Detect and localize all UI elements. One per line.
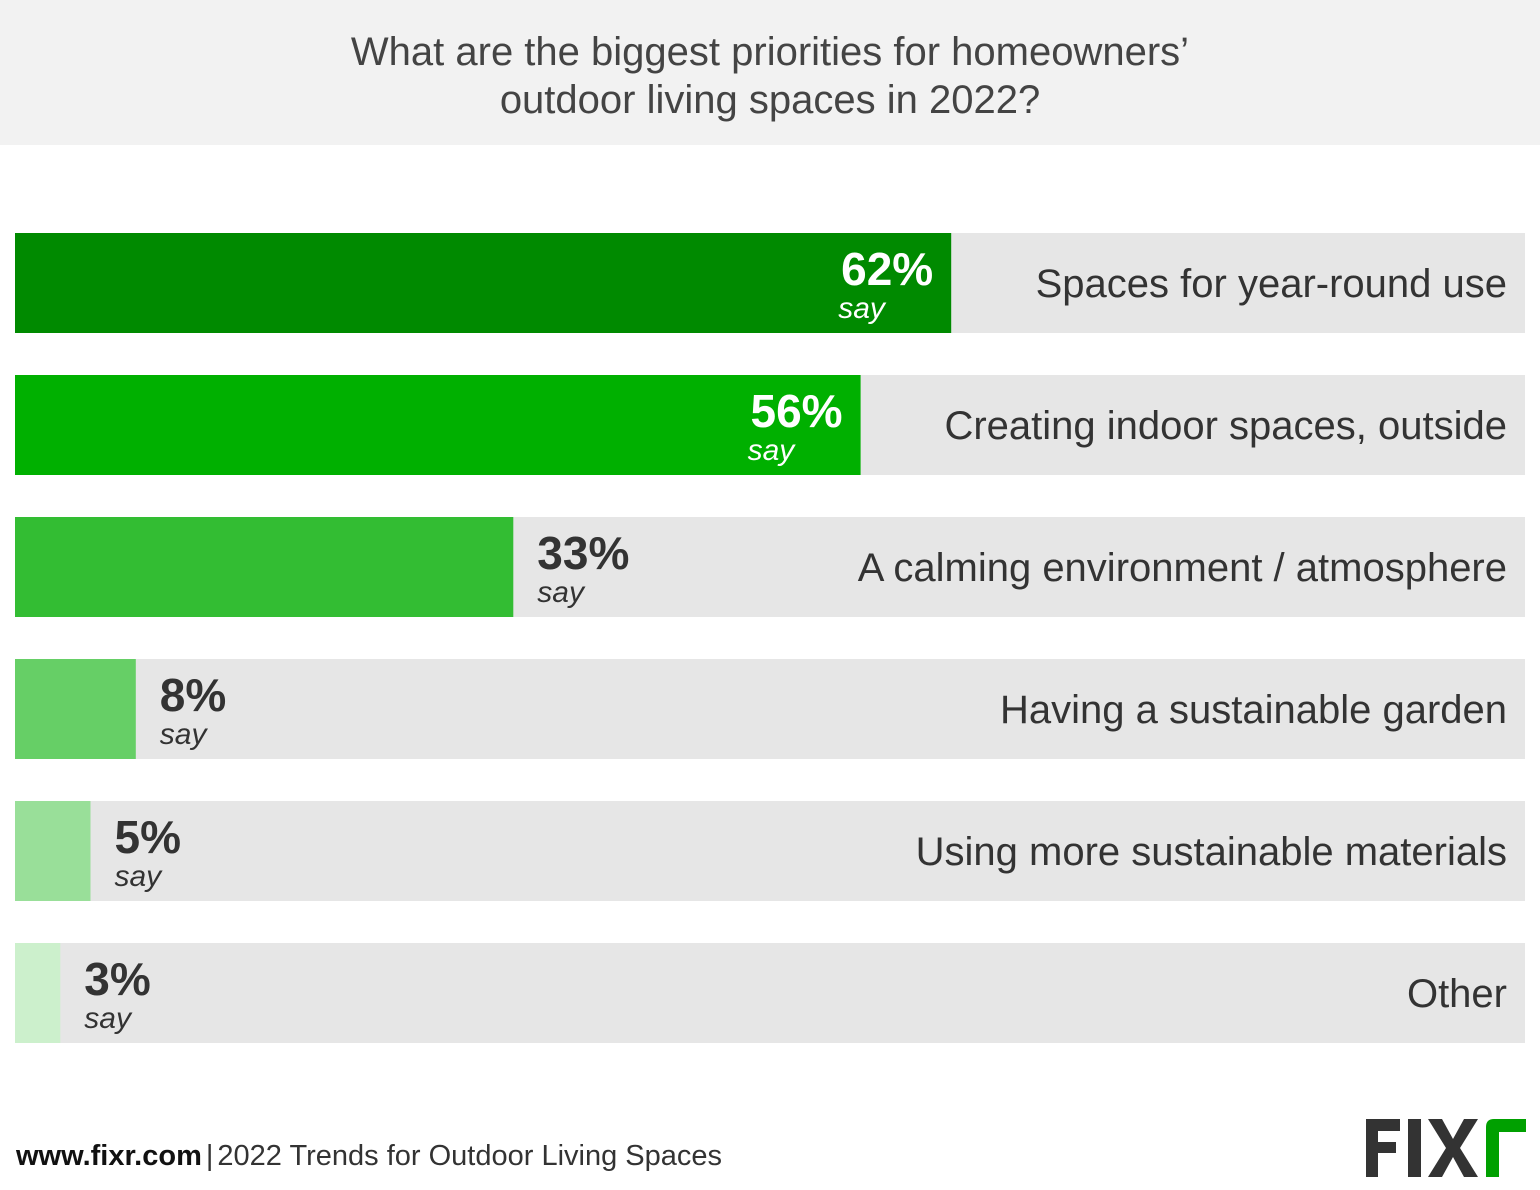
value-suffix-label: say: [838, 292, 887, 325]
value-suffix-label: say: [748, 434, 797, 467]
bar: [15, 517, 514, 617]
value-label: 62%: [841, 243, 933, 295]
footer-caption: 2022 Trends for Outdoor Living Spaces: [217, 1140, 723, 1172]
bar-track: [15, 801, 1525, 901]
category-label: Other: [1407, 972, 1507, 1016]
category-label: A calming environment / atmosphere: [858, 546, 1507, 590]
footer: www.fixr.com | 2022 Trends for Outdoor Liv…: [16, 1140, 722, 1173]
chart-title: What are the biggest priorities for home…: [0, 28, 1540, 124]
value-label: 3%: [84, 953, 150, 1005]
value-label: 33%: [537, 527, 629, 579]
value-label: 5%: [115, 811, 181, 863]
bar: [15, 801, 91, 901]
bar-track: [15, 659, 1525, 759]
chart-title-line-2: outdoor living spaces in 2022?: [499, 78, 1041, 122]
value-label: 8%: [160, 669, 226, 721]
chart-title-line-1: What are the biggest priorities for home…: [350, 30, 1190, 74]
category-label: Spaces for year-round use: [1036, 262, 1507, 306]
bar-track: [15, 943, 1525, 1043]
value-suffix-label: say: [537, 576, 586, 609]
footer-separator: |: [205, 1140, 214, 1172]
bar: [15, 943, 61, 1043]
value-suffix-label: say: [115, 860, 164, 893]
fixr-logo: [1366, 1119, 1526, 1177]
category-label: Having a sustainable garden: [1000, 688, 1507, 732]
category-label: Creating indoor spaces, outside: [944, 404, 1507, 448]
footer-site-link[interactable]: www.fixr.com: [16, 1140, 202, 1172]
bar: [15, 375, 861, 475]
category-label: Using more sustainable materials: [916, 830, 1507, 874]
bar: [15, 659, 136, 759]
value-label: 56%: [751, 385, 843, 437]
header-band: [0, 0, 1540, 145]
value-suffix-label: say: [160, 718, 209, 751]
value-suffix-label: say: [84, 1002, 133, 1035]
bar: [15, 233, 952, 333]
